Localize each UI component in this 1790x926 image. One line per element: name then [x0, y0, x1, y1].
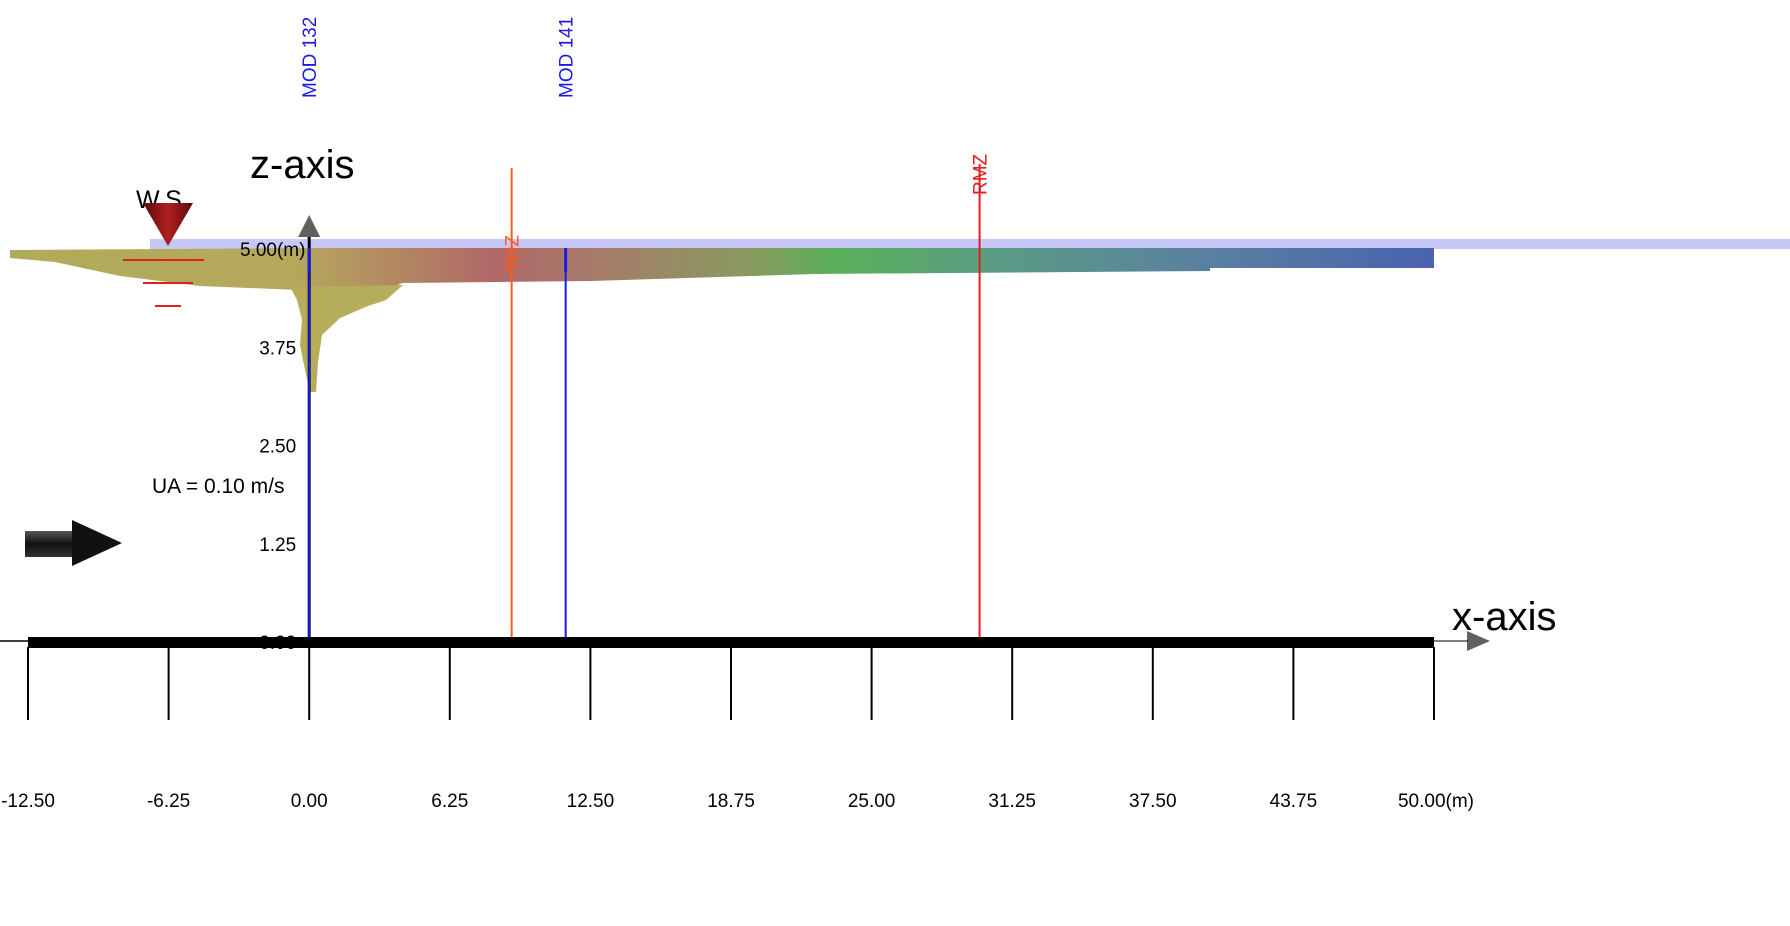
x-tick-marks — [27, 647, 1435, 720]
plume-surface-layer — [10, 248, 1434, 294]
x-tick-label: 6.25 — [431, 791, 468, 812]
marker-label-mod-141: MOD 141 — [557, 17, 578, 98]
x-tick-label: 18.75 — [707, 791, 755, 812]
z-tick-label: 1.25 — [259, 535, 296, 556]
x-tick-label: 31.25 — [988, 791, 1036, 812]
x-tick-label: 0.00 — [291, 791, 328, 812]
vertical-markers: MOD 132 MOD 141 RMZ TDZ — [300, 17, 992, 637]
plume-descending-jet — [290, 285, 403, 392]
z-tick-label: 5.00(m) — [240, 240, 305, 261]
z-tick-label: 3.75 — [259, 338, 296, 359]
water-surface-band — [150, 239, 1790, 249]
marker-label-rmz: RMZ — [971, 153, 992, 195]
ambient-velocity-label: UA = 0.10 m/s — [152, 475, 284, 498]
x-tick-label: -6.25 — [147, 791, 190, 812]
x-tick-label: 25.00 — [848, 791, 896, 812]
z-tick-label: 2.50 — [259, 437, 296, 458]
x-axis-arrow-icon — [1467, 631, 1490, 651]
z-axis-title: z-axis — [250, 143, 354, 187]
z-tick-label: 0.00 — [259, 633, 296, 654]
current-arrow-icon — [25, 520, 122, 566]
x-tick-label: 37.50 — [1129, 791, 1177, 812]
seabed — [28, 637, 1434, 648]
marker-label-tdz: TDZ — [503, 235, 524, 272]
x-axis-title: x-axis — [1452, 595, 1556, 639]
x-tick-label: -12.50 — [1, 791, 55, 812]
water-surface-triangle-icon — [143, 203, 193, 246]
x-tick-labels: -12.50 -6.25 0.00 6.25 12.50 18.75 25.00 31.25 3… — [1, 791, 1474, 812]
marker-label-mod-132: MOD 132 — [300, 17, 321, 98]
z-axis-arrow-icon — [298, 215, 321, 237]
x-tick-label: 12.50 — [567, 791, 615, 812]
x-tick-label: 43.75 — [1270, 791, 1318, 812]
x-tick-label: 50.00(m) — [1398, 791, 1474, 812]
z-tick-labels: 0.00 1.25 2.50 3.75 5.00(m) — [240, 240, 305, 654]
